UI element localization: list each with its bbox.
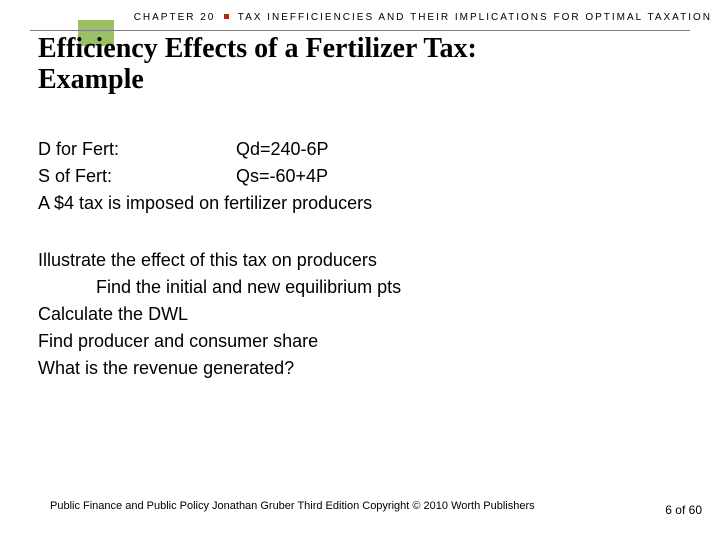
footer-text: Public Finance and Public Policy Jonatha… xyxy=(50,500,535,512)
slide: CHAPTER 20 TAX INEFFICIENCIES AND THEIR … xyxy=(0,0,720,540)
task-1: Illustrate the effect of this tax on pro… xyxy=(38,247,690,274)
spacer xyxy=(38,217,690,247)
slide-body: D for Fert: Qd=240-6P S of Fert: Qs=-60+… xyxy=(38,136,690,382)
task-4: What is the revenue generated? xyxy=(38,355,690,382)
title-line-1: Efficiency Effects of a Fertilizer Tax: xyxy=(38,34,477,65)
supply-equation: Qs=-60+4P xyxy=(236,163,328,190)
supply-row: S of Fert: Qs=-60+4P xyxy=(38,163,690,190)
supply-label: S of Fert: xyxy=(38,163,236,190)
top-rule xyxy=(30,30,690,31)
task-1a: Find the initial and new equilibrium pts xyxy=(38,274,690,301)
subject-label: TAX INEFFICIENCIES AND THEIR IMPLICATION… xyxy=(238,12,712,23)
demand-row: D for Fert: Qd=240-6P xyxy=(38,136,690,163)
slide-title: Efficiency Effects of a Fertilizer Tax: … xyxy=(38,34,477,96)
tax-line: A $4 tax is imposed on fertilizer produc… xyxy=(38,190,690,217)
separator-dot-icon xyxy=(224,14,229,19)
task-2: Calculate the DWL xyxy=(38,301,690,328)
chapter-label: CHAPTER 20 xyxy=(134,12,216,23)
demand-equation: Qd=240-6P xyxy=(236,136,329,163)
page-number: 6 of 60 xyxy=(665,504,702,516)
demand-label: D for Fert: xyxy=(38,136,236,163)
title-line-2: Example xyxy=(38,65,477,96)
task-3: Find producer and consumer share xyxy=(38,328,690,355)
